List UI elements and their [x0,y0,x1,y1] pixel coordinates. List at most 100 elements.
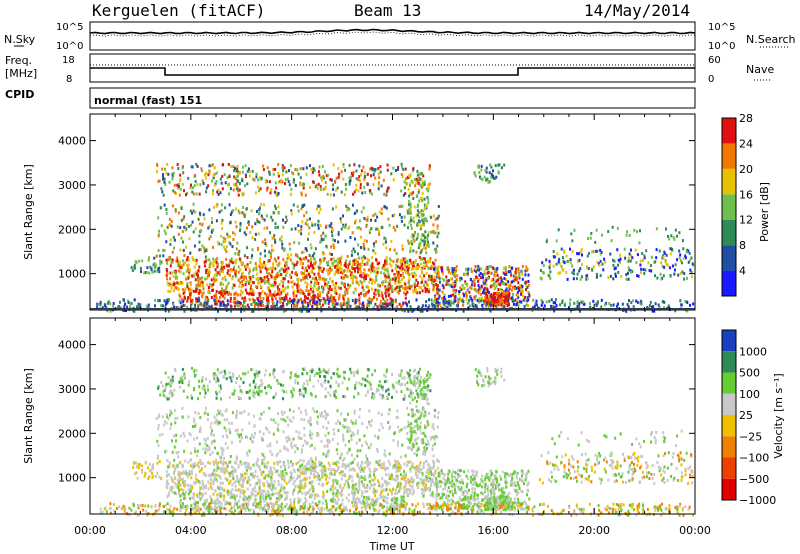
heatmap-cell [223,265,226,269]
heatmap-cell [223,275,226,279]
heatmap-cell [616,226,619,230]
heatmap-cell [365,239,368,243]
heatmap-cell [104,304,107,308]
heatmap-cell [281,470,284,473]
heatmap-cell [233,468,236,472]
heatmap-cell [308,217,311,221]
heatmap-cell [436,216,439,220]
heatmap-cell [443,302,446,306]
heatmap-cell [366,262,369,266]
heatmap-cell [362,255,365,259]
heatmap-cell [322,257,325,261]
heatmap-cell [226,264,228,268]
cpid-panel-frame [89,87,696,109]
heatmap-cell [327,271,330,275]
heatmap-cell [561,299,564,303]
heatmap-cell [334,265,337,268]
heatmap-cell [212,174,215,178]
heatmap-cell [255,463,258,467]
heatmap-cell [410,477,413,481]
heatmap-cell [191,165,194,169]
heatmap-cell [394,300,397,304]
heatmap-cell [105,306,108,310]
heatmap-cell [178,299,181,303]
heatmap-cell [525,303,528,307]
heatmap-cell [207,271,210,275]
heatmap-cell [399,204,402,208]
heatmap-cell [274,222,277,226]
heatmap-cell [260,473,263,477]
heatmap-cell [571,271,574,275]
heatmap-cell [374,212,377,216]
heatmap-cell [335,205,338,209]
heatmap-cell [689,258,692,262]
heatmap-cell [283,309,285,313]
heatmap-cell [502,282,505,286]
heatmap-cell [421,478,424,482]
heatmap-cell [187,263,190,267]
heatmap-cell [291,171,294,175]
heatmap-cell [331,303,334,307]
heatmap-cell [327,291,330,294]
heatmap-cell [219,476,222,480]
heatmap-cell [224,206,227,210]
colorbar-swatch [722,143,736,169]
heatmap-cell [330,294,333,298]
heatmap-cell [386,163,389,167]
heatmap-cell [146,266,149,270]
heatmap-cell [210,230,213,234]
heatmap-cell [296,205,299,209]
heatmap-cell [403,478,406,482]
heatmap-cell [381,466,384,470]
heatmap-cell [413,178,416,181]
heatmap-cell [385,246,388,250]
heatmap-cell [449,283,452,287]
heatmap-cell [604,260,607,264]
heatmap-cell [417,246,420,250]
heatmap-cell [627,266,630,270]
heatmap-cell [230,257,233,261]
heatmap-cell [464,280,467,284]
heatmap-cell [369,469,372,473]
heatmap-cell [211,163,214,167]
heatmap-cell [266,489,269,493]
heatmap-cell [322,492,325,496]
heatmap-cell [274,304,277,308]
heatmap-cell [198,265,201,269]
heatmap-cell [257,232,260,236]
heatmap-cell [485,178,488,182]
heatmap-cell [240,285,243,289]
heatmap-cell [388,282,391,286]
heatmap-cell [317,288,320,292]
heatmap-cell [367,475,370,479]
heatmap-cell [368,480,371,483]
heatmap-cell [306,218,309,222]
heatmap-cell [404,286,407,290]
heatmap-cell [189,251,192,255]
heatmap-cell [357,283,360,287]
heatmap-cell [233,265,236,269]
heatmap-cell [343,269,346,273]
heatmap-cell [412,216,415,220]
heatmap-cell [661,264,664,268]
heatmap-cell [340,170,343,174]
heatmap-cell [596,260,599,264]
heatmap-cell [350,271,353,275]
heatmap-cell [463,272,465,276]
heatmap-cell [330,288,333,292]
heatmap-cell [329,285,331,288]
heatmap-cell [394,492,397,495]
heatmap-cell [581,275,583,279]
heatmap-cell [481,178,484,182]
heatmap-cell [372,173,375,177]
heatmap-cell [280,304,283,308]
heatmap-cell [690,256,693,260]
heatmap-cell [385,262,388,266]
heatmap-cell [280,180,283,184]
heatmap-cell [299,484,301,488]
heatmap-cell [609,274,612,278]
heatmap-cell [166,301,169,305]
heatmap-cell [356,266,359,270]
heatmap-cell [517,281,520,285]
heatmap-cell [160,224,163,228]
